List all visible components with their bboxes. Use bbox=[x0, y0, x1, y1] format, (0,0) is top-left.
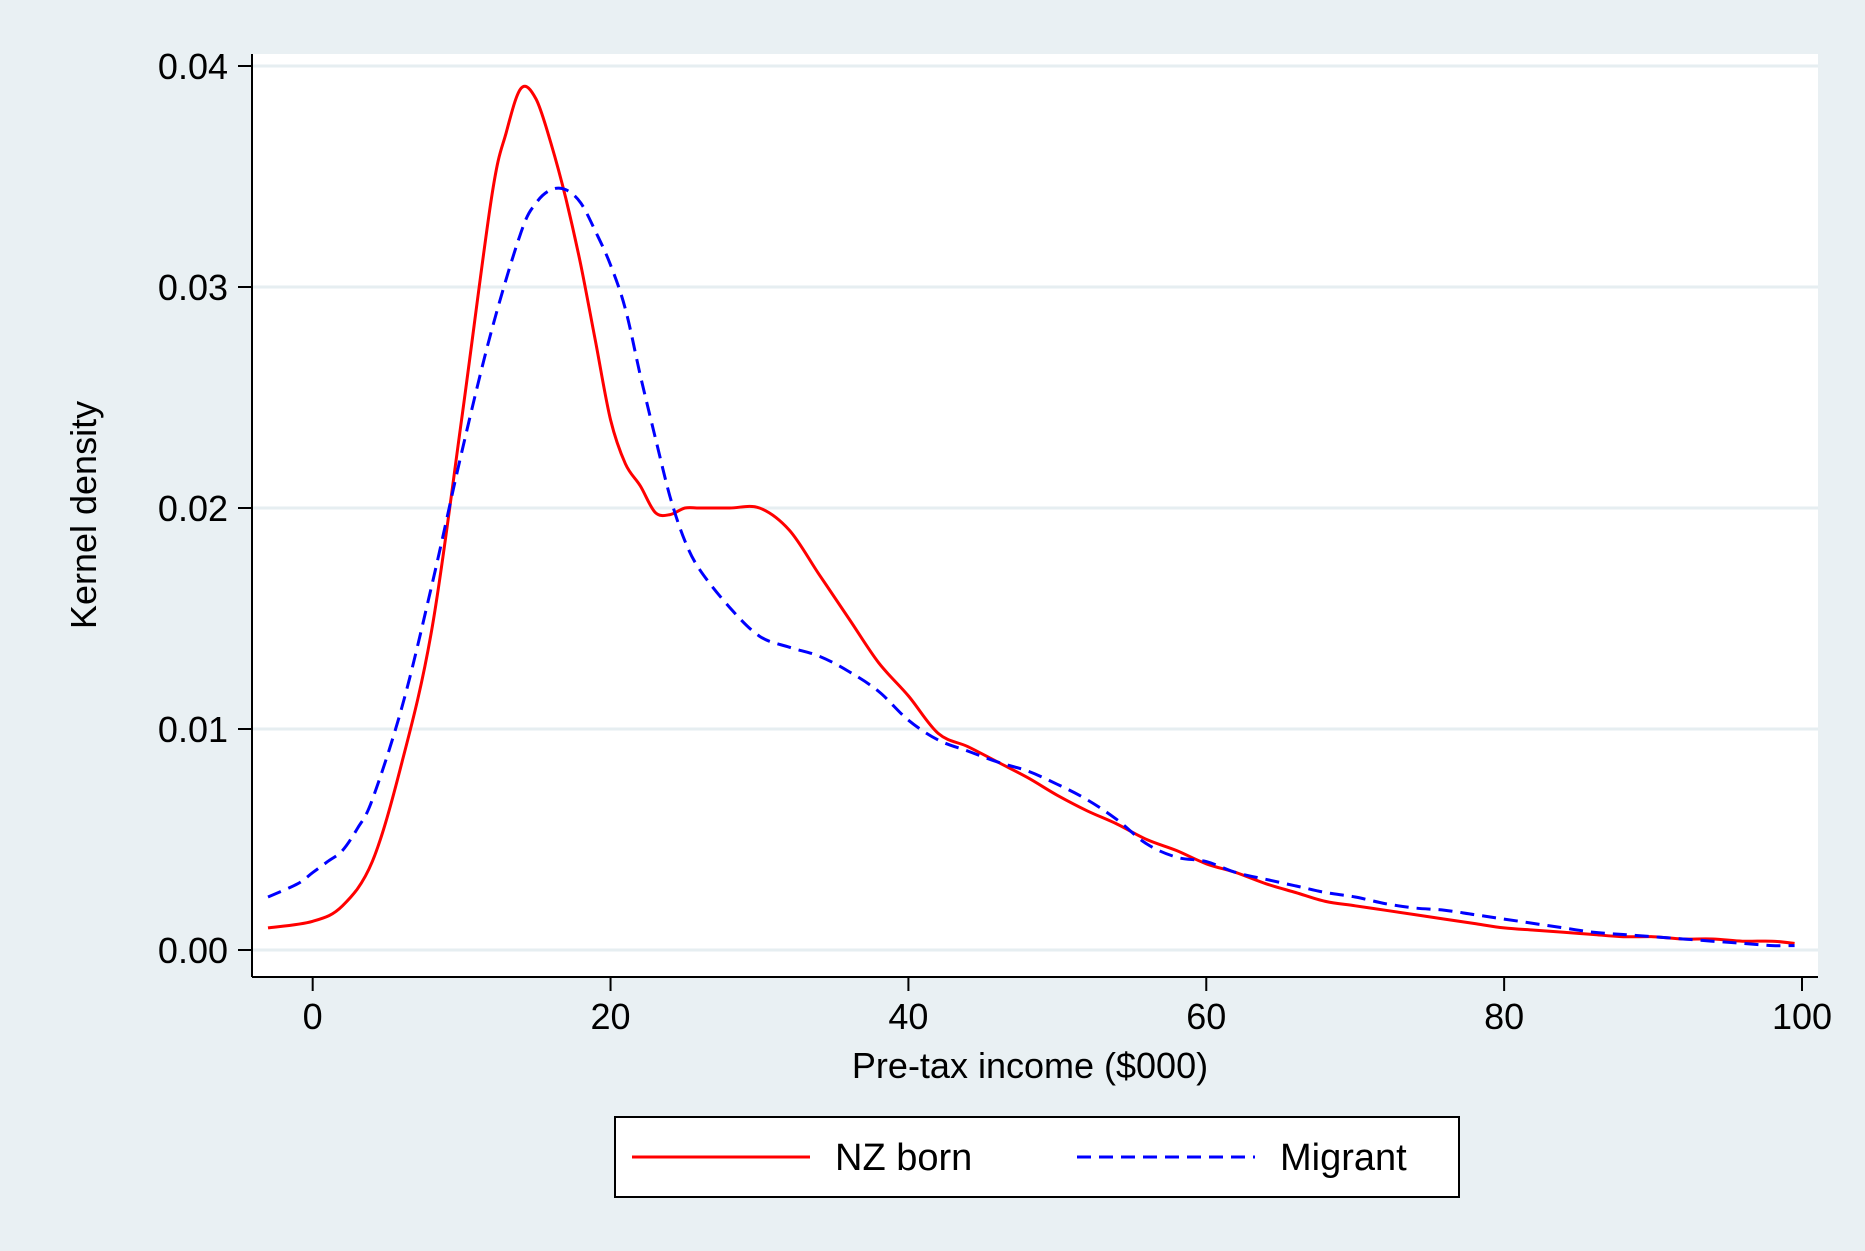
y-tick-label: 0.01 bbox=[158, 709, 228, 750]
y-ticks: 0.00 0.01 0.02 0.03 0.04 bbox=[158, 46, 252, 971]
x-tick-label: 60 bbox=[1186, 996, 1226, 1037]
legend-label-nz-born: NZ born bbox=[835, 1137, 972, 1179]
y-tick-label: 0.00 bbox=[158, 930, 228, 971]
grid-lines bbox=[252, 64, 1818, 952]
series-line-migrant bbox=[267, 186, 1795, 948]
x-tick-label: 100 bbox=[1772, 996, 1832, 1037]
series-line-nz-born bbox=[267, 84, 1795, 945]
legend: NZ born Migrant bbox=[614, 1116, 1460, 1198]
legend-label-migrant: Migrant bbox=[1280, 1137, 1407, 1179]
x-axis-title: Pre-tax income ($000) bbox=[852, 1045, 1208, 1086]
y-tick-label: 0.03 bbox=[158, 267, 228, 308]
y-tick-label: 0.04 bbox=[158, 46, 228, 87]
plot-background bbox=[252, 54, 1818, 977]
series-lines bbox=[267, 84, 1795, 948]
x-tick-label: 40 bbox=[888, 996, 928, 1037]
y-axis-title: Kernel density bbox=[63, 401, 104, 629]
y-tick-label: 0.02 bbox=[158, 488, 228, 529]
x-tick-label: 20 bbox=[591, 996, 631, 1037]
x-ticks: 0 20 40 60 80 100 bbox=[303, 977, 1832, 1037]
x-tick-label: 0 bbox=[303, 996, 323, 1037]
x-tick-label: 80 bbox=[1484, 996, 1524, 1037]
